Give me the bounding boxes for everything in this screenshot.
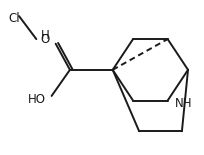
Text: HO: HO	[27, 93, 45, 106]
Text: NH: NH	[174, 97, 191, 110]
Text: O: O	[40, 33, 49, 46]
Text: H: H	[40, 29, 49, 42]
Text: Cl: Cl	[8, 12, 20, 25]
